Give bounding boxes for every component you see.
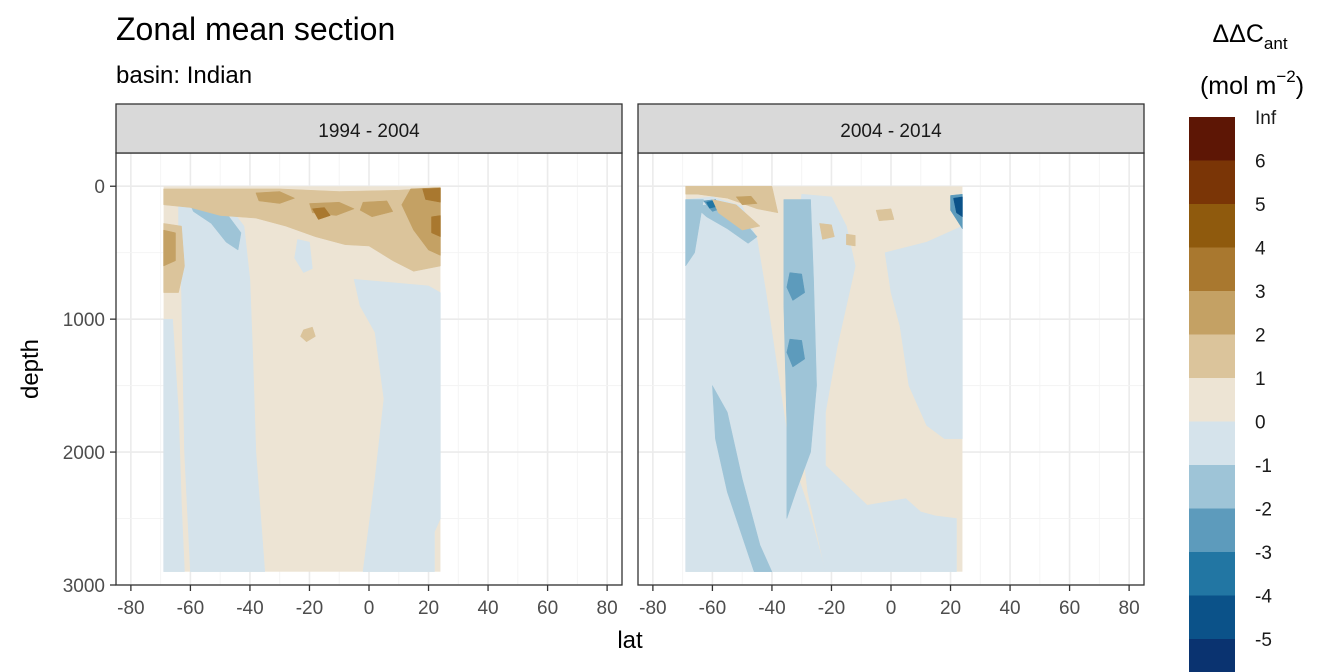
- x-tick-label: 40: [477, 598, 498, 619]
- contour-region: [163, 229, 176, 267]
- contour-region: [401, 187, 441, 256]
- legend-color-box: [1189, 595, 1235, 640]
- legend-color-box: [1189, 639, 1235, 672]
- legend-color-box: [1189, 421, 1235, 466]
- legend-break-label: 2: [1255, 326, 1266, 347]
- legend-color-box: [1189, 117, 1235, 161]
- legend-title-main: ΔΔC: [1212, 20, 1263, 48]
- legend-break-label: -1: [1255, 456, 1272, 477]
- x-tick-label: 60: [1059, 598, 1080, 619]
- legend-title-sub: ant: [1264, 34, 1288, 53]
- chart-subtitle: basin: Indian: [116, 62, 252, 89]
- contour-region: [422, 187, 441, 203]
- x-tick-label: -60: [177, 598, 204, 619]
- contour-region: [300, 326, 316, 343]
- contour-region: [792, 193, 957, 572]
- x-tick-label: 0: [364, 598, 375, 619]
- contour-region: [953, 196, 963, 218]
- facet-panel: 2004 - 2014 -80 -60 -40 -20 0 20 40 60 80: [637, 103, 1145, 619]
- contour-region: [255, 191, 295, 204]
- y-axis-title: depth: [17, 339, 44, 399]
- facet-strip: [115, 103, 623, 154]
- contour-region: [735, 195, 758, 206]
- x-tick-label: -60: [699, 598, 726, 619]
- y-tick-label: 2000: [63, 443, 105, 464]
- contour-region: [163, 318, 185, 572]
- legend-unit-right: ): [1296, 72, 1304, 100]
- legend-break-label: 3: [1255, 282, 1266, 303]
- x-tick-label: -40: [758, 598, 785, 619]
- x-tick-label: 60: [537, 598, 558, 619]
- legend-title: ΔΔCant: [1212, 20, 1287, 53]
- x-tick-label: 80: [597, 598, 618, 619]
- contour-region: [685, 199, 704, 267]
- x-tick-label: 40: [999, 598, 1020, 619]
- facet-strip-label: 1994 - 2004: [318, 121, 420, 142]
- contour-region: [359, 200, 394, 218]
- legend-break-label: 0: [1255, 413, 1266, 434]
- contour-region: [786, 272, 805, 301]
- legend-break-label: -4: [1255, 587, 1272, 608]
- facet-panel: 1994 - 2004 -80 -60 -40 -20 0 20 40 60 80 0 1000 200…: [63, 103, 623, 619]
- x-tick-label: 0: [886, 598, 897, 619]
- legend-color-box: [1189, 334, 1235, 379]
- facet-panels: 1994 - 2004-80 -60 -40 -20 0 20 40 60 8001000200…: [63, 103, 1145, 619]
- contour-region: [353, 279, 441, 572]
- y-tick-label: 0: [94, 177, 105, 198]
- contour-fill: [685, 185, 963, 572]
- contour-region: [875, 208, 895, 222]
- legend-color-box: [1189, 160, 1235, 205]
- legend-unit-left: (mol m: [1200, 72, 1276, 100]
- x-tick-label: -40: [236, 598, 263, 619]
- x-axis-title: lat: [617, 627, 643, 654]
- x-tick-label: 20: [418, 598, 439, 619]
- legend-color-box: [1189, 291, 1235, 335]
- x-tick-label: -20: [296, 598, 323, 619]
- legend-break-label: 6: [1255, 152, 1266, 173]
- legend-break-label: -3: [1255, 543, 1272, 564]
- contour-region: [294, 239, 313, 273]
- legend-break-label: -5: [1255, 630, 1272, 651]
- x-tick-label: -80: [639, 598, 666, 619]
- x-tick-label: -20: [818, 598, 845, 619]
- legend-break-label: 1: [1255, 369, 1266, 390]
- legend-color-box: [1189, 378, 1235, 422]
- chart-title: Zonal mean section: [116, 11, 395, 47]
- legend-break-label: 4: [1255, 239, 1266, 260]
- legend-color-box: [1189, 247, 1235, 292]
- contour-fill: [163, 186, 441, 572]
- legend-unit: (mol m−2): [1200, 67, 1304, 100]
- legend-color-box: [1189, 204, 1235, 248]
- contour-region: [312, 207, 331, 220]
- contour-region: [712, 199, 761, 231]
- facet-strip-label: 2004 - 2014: [840, 121, 942, 142]
- legend-break-label: 5: [1255, 195, 1266, 216]
- legend-break-label: -2: [1255, 500, 1272, 521]
- legend-color-box: [1189, 552, 1235, 596]
- y-tick-label: 1000: [63, 310, 105, 331]
- legend-unit-sup: −2: [1276, 67, 1295, 86]
- color-legend: ΔΔCant (mol m−2) Inf 6 5 4 3 2 1 0 -1 -2 -3 -4 -5: [1189, 20, 1304, 672]
- contour-region: [846, 233, 856, 247]
- contour-region: [431, 215, 441, 237]
- x-tick-label: 80: [1119, 598, 1140, 619]
- x-tick-label: -80: [117, 598, 144, 619]
- x-tick-label: 20: [940, 598, 961, 619]
- contour-region: [712, 385, 773, 572]
- facet-strip: [637, 103, 1145, 154]
- legend-color-box: [1189, 508, 1235, 553]
- contour-region: [786, 338, 805, 368]
- y-tick-label: 3000: [63, 576, 105, 597]
- contour-region: [884, 225, 963, 440]
- legend-break-label: Inf: [1255, 108, 1277, 129]
- legend-color-box: [1189, 465, 1235, 509]
- contour-region: [819, 223, 835, 240]
